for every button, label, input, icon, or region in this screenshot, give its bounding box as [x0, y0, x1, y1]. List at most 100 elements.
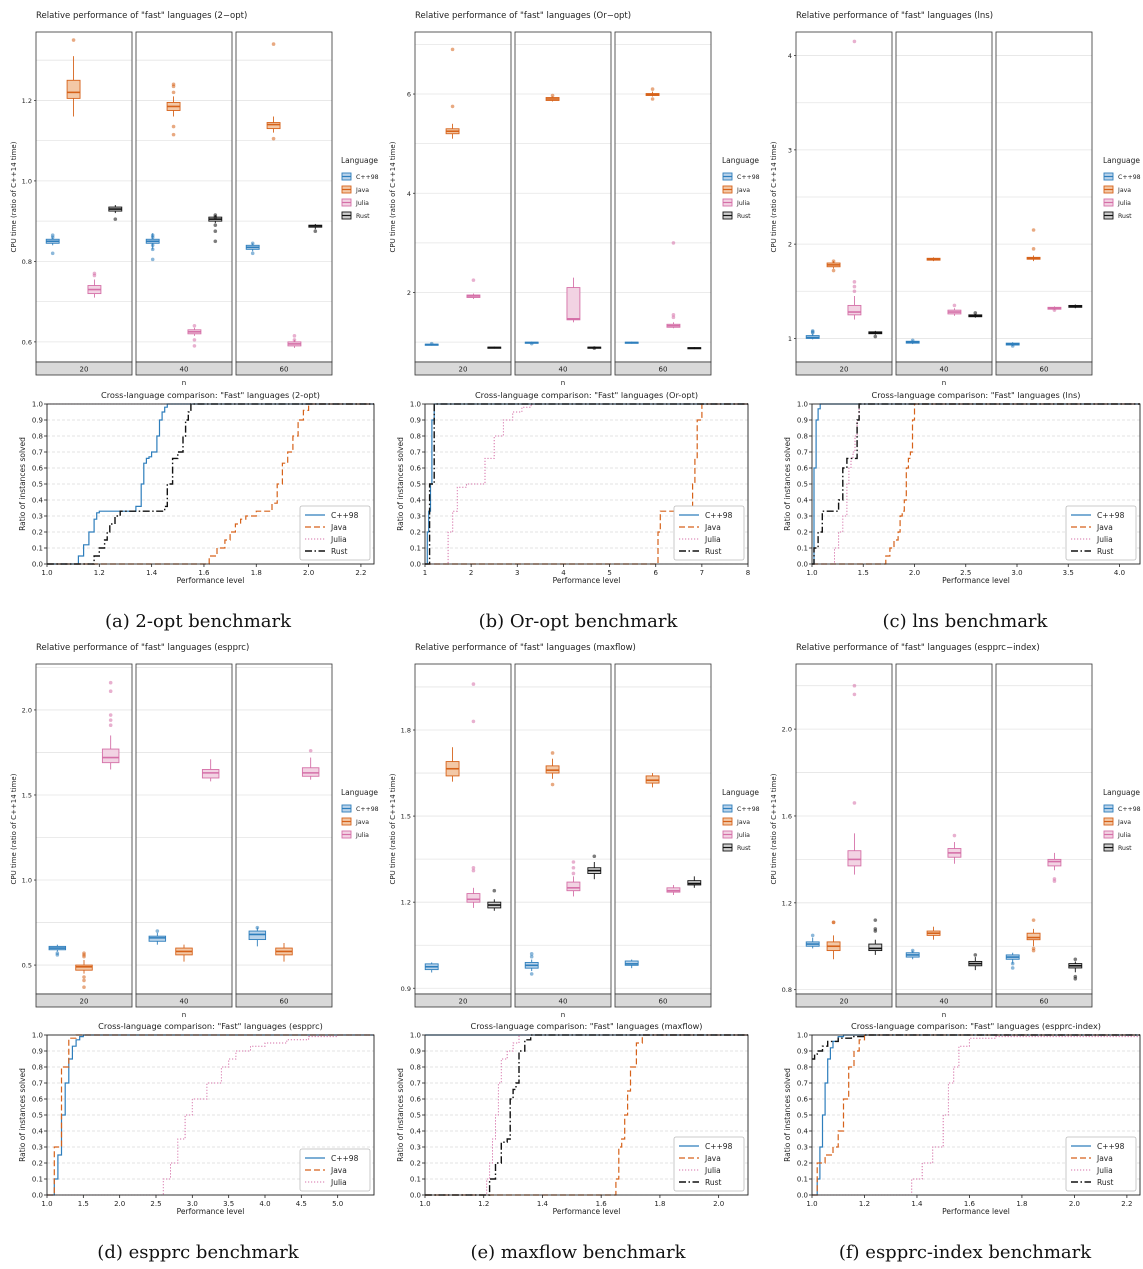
legend-box: [673, 505, 745, 561]
facet-strip: [614, 361, 712, 376]
x-axis-label: Performance level: [942, 1207, 1010, 1216]
outlier-point: [113, 217, 118, 221]
x-tick-label: 1.6: [198, 569, 210, 577]
y-tick-label: 1.2: [401, 899, 411, 907]
outlier-point: [592, 346, 597, 350]
facet-strip: [35, 993, 133, 1008]
facet-strip: [135, 993, 233, 1008]
x-tick-label: 1.4: [146, 569, 158, 577]
y-tick-label: 0.3: [797, 1144, 808, 1152]
outlier-point: [571, 860, 576, 864]
series-line-java: [425, 1034, 748, 1196]
outlier-point: [171, 84, 176, 89]
outlier-point: [108, 689, 113, 694]
box-java: [445, 47, 460, 139]
outlier-point: [550, 782, 555, 787]
facet-label: 40: [180, 998, 189, 1006]
legend-label: Java: [330, 1166, 347, 1175]
outlier-point: [92, 271, 97, 276]
y-tick-label: 1.2: [782, 899, 792, 907]
outlier-point: [313, 229, 318, 234]
y-tick-label: 0.2: [797, 1160, 808, 1168]
outlier-point: [852, 801, 857, 805]
y-tick-label: 0.8: [32, 433, 43, 441]
subfigure-caption: (a) 2-opt benchmark: [105, 611, 292, 632]
y-tick-label: 0.8: [797, 1064, 808, 1072]
outlier-point: [550, 93, 555, 98]
facet-panel: 60: [235, 31, 333, 376]
facet-frame: [235, 31, 333, 363]
outlier-point: [82, 975, 86, 979]
facet-strip: [995, 361, 1093, 376]
y-tick-label: 0.2: [797, 529, 808, 537]
legend: C++98 Java Julia Rust: [1065, 1136, 1137, 1192]
subfigure-caption: (c) lns benchmark: [883, 611, 1049, 632]
outlier-point: [650, 97, 655, 101]
x-tick-label: 7: [700, 569, 704, 577]
facet-label: 40: [180, 366, 189, 374]
series-line-rust: [812, 1034, 1140, 1060]
legend-label: Julia: [736, 832, 750, 839]
y-tick-label: 0.3: [410, 513, 421, 521]
series-group: [47, 1034, 374, 1196]
box-julia: [847, 683, 862, 875]
facet-panel: 20: [414, 31, 512, 376]
y-tick-label: 3: [788, 146, 792, 154]
x-tick-label: 5: [607, 569, 611, 577]
box-julia: [947, 303, 962, 316]
facet-panel: 60: [235, 663, 333, 1008]
outlier-point: [671, 315, 676, 320]
outlier-point: [592, 854, 597, 859]
facet-panel: 20: [35, 31, 133, 376]
box-body: [148, 935, 167, 942]
outlier-point: [271, 136, 276, 141]
legend-label: C++98: [331, 1154, 359, 1163]
legend-box: [299, 505, 371, 561]
facet-panel: 60: [995, 31, 1093, 376]
y-tick-label: 1.0: [797, 401, 808, 409]
y-tick-label: 0.2: [32, 1160, 43, 1168]
y-tick-label: 0.9: [401, 985, 411, 993]
subfigure-caption: (d) espprc benchmark: [97, 1242, 299, 1263]
box-julia: [666, 884, 681, 895]
facet-strip: [414, 993, 512, 1008]
box-cpp98: [805, 933, 820, 949]
y-tick-label: 1.0: [22, 877, 32, 885]
box-body: [847, 304, 862, 316]
x-tick-label: 1.0: [806, 1200, 817, 1208]
legend-box: [1065, 1136, 1137, 1192]
outlier-point: [852, 284, 857, 289]
x-tick-label: 6: [653, 569, 658, 577]
x-axis-label: Performance level: [177, 576, 245, 585]
series-line-cpp98: [812, 403, 1140, 565]
legend: Language C++98 Java Julia Rust: [1103, 788, 1141, 852]
chart-title: Relative performance of "fast" languages…: [415, 643, 636, 653]
chart-title: Cross-language comparison: "Fast" langua…: [98, 1021, 323, 1031]
facet-panel: 20: [414, 663, 512, 1008]
x-axis-label: n: [182, 1011, 186, 1019]
box-rust: [968, 953, 983, 971]
facet-strip: [235, 361, 333, 376]
y-tick-label: 1.8: [401, 727, 411, 735]
y-axis-label: CPU time (ratio of C++14 time): [389, 773, 397, 884]
facet-strip: [895, 361, 993, 376]
outlier-point: [831, 259, 836, 263]
outlier-point: [471, 719, 476, 724]
outlier-point: [292, 338, 297, 342]
box-rust: [687, 876, 702, 888]
legend-label: Rust: [1097, 1178, 1114, 1187]
facet-label: 40: [940, 998, 949, 1006]
legend-box: [299, 1148, 371, 1192]
y-tick-label: 4: [407, 190, 411, 198]
outlier-point: [308, 748, 313, 753]
facet-frame: [614, 663, 712, 995]
legend-label: Rust: [737, 213, 751, 220]
legend-label: Julia: [1117, 832, 1131, 839]
outlier-point: [952, 833, 957, 838]
outlier-point: [155, 929, 160, 933]
y-tick-label: 0.8: [797, 433, 808, 441]
box-body: [566, 287, 581, 321]
outlier-point: [952, 303, 957, 308]
outlier-point: [650, 87, 655, 91]
y-tick-label: 1.5: [401, 813, 411, 821]
